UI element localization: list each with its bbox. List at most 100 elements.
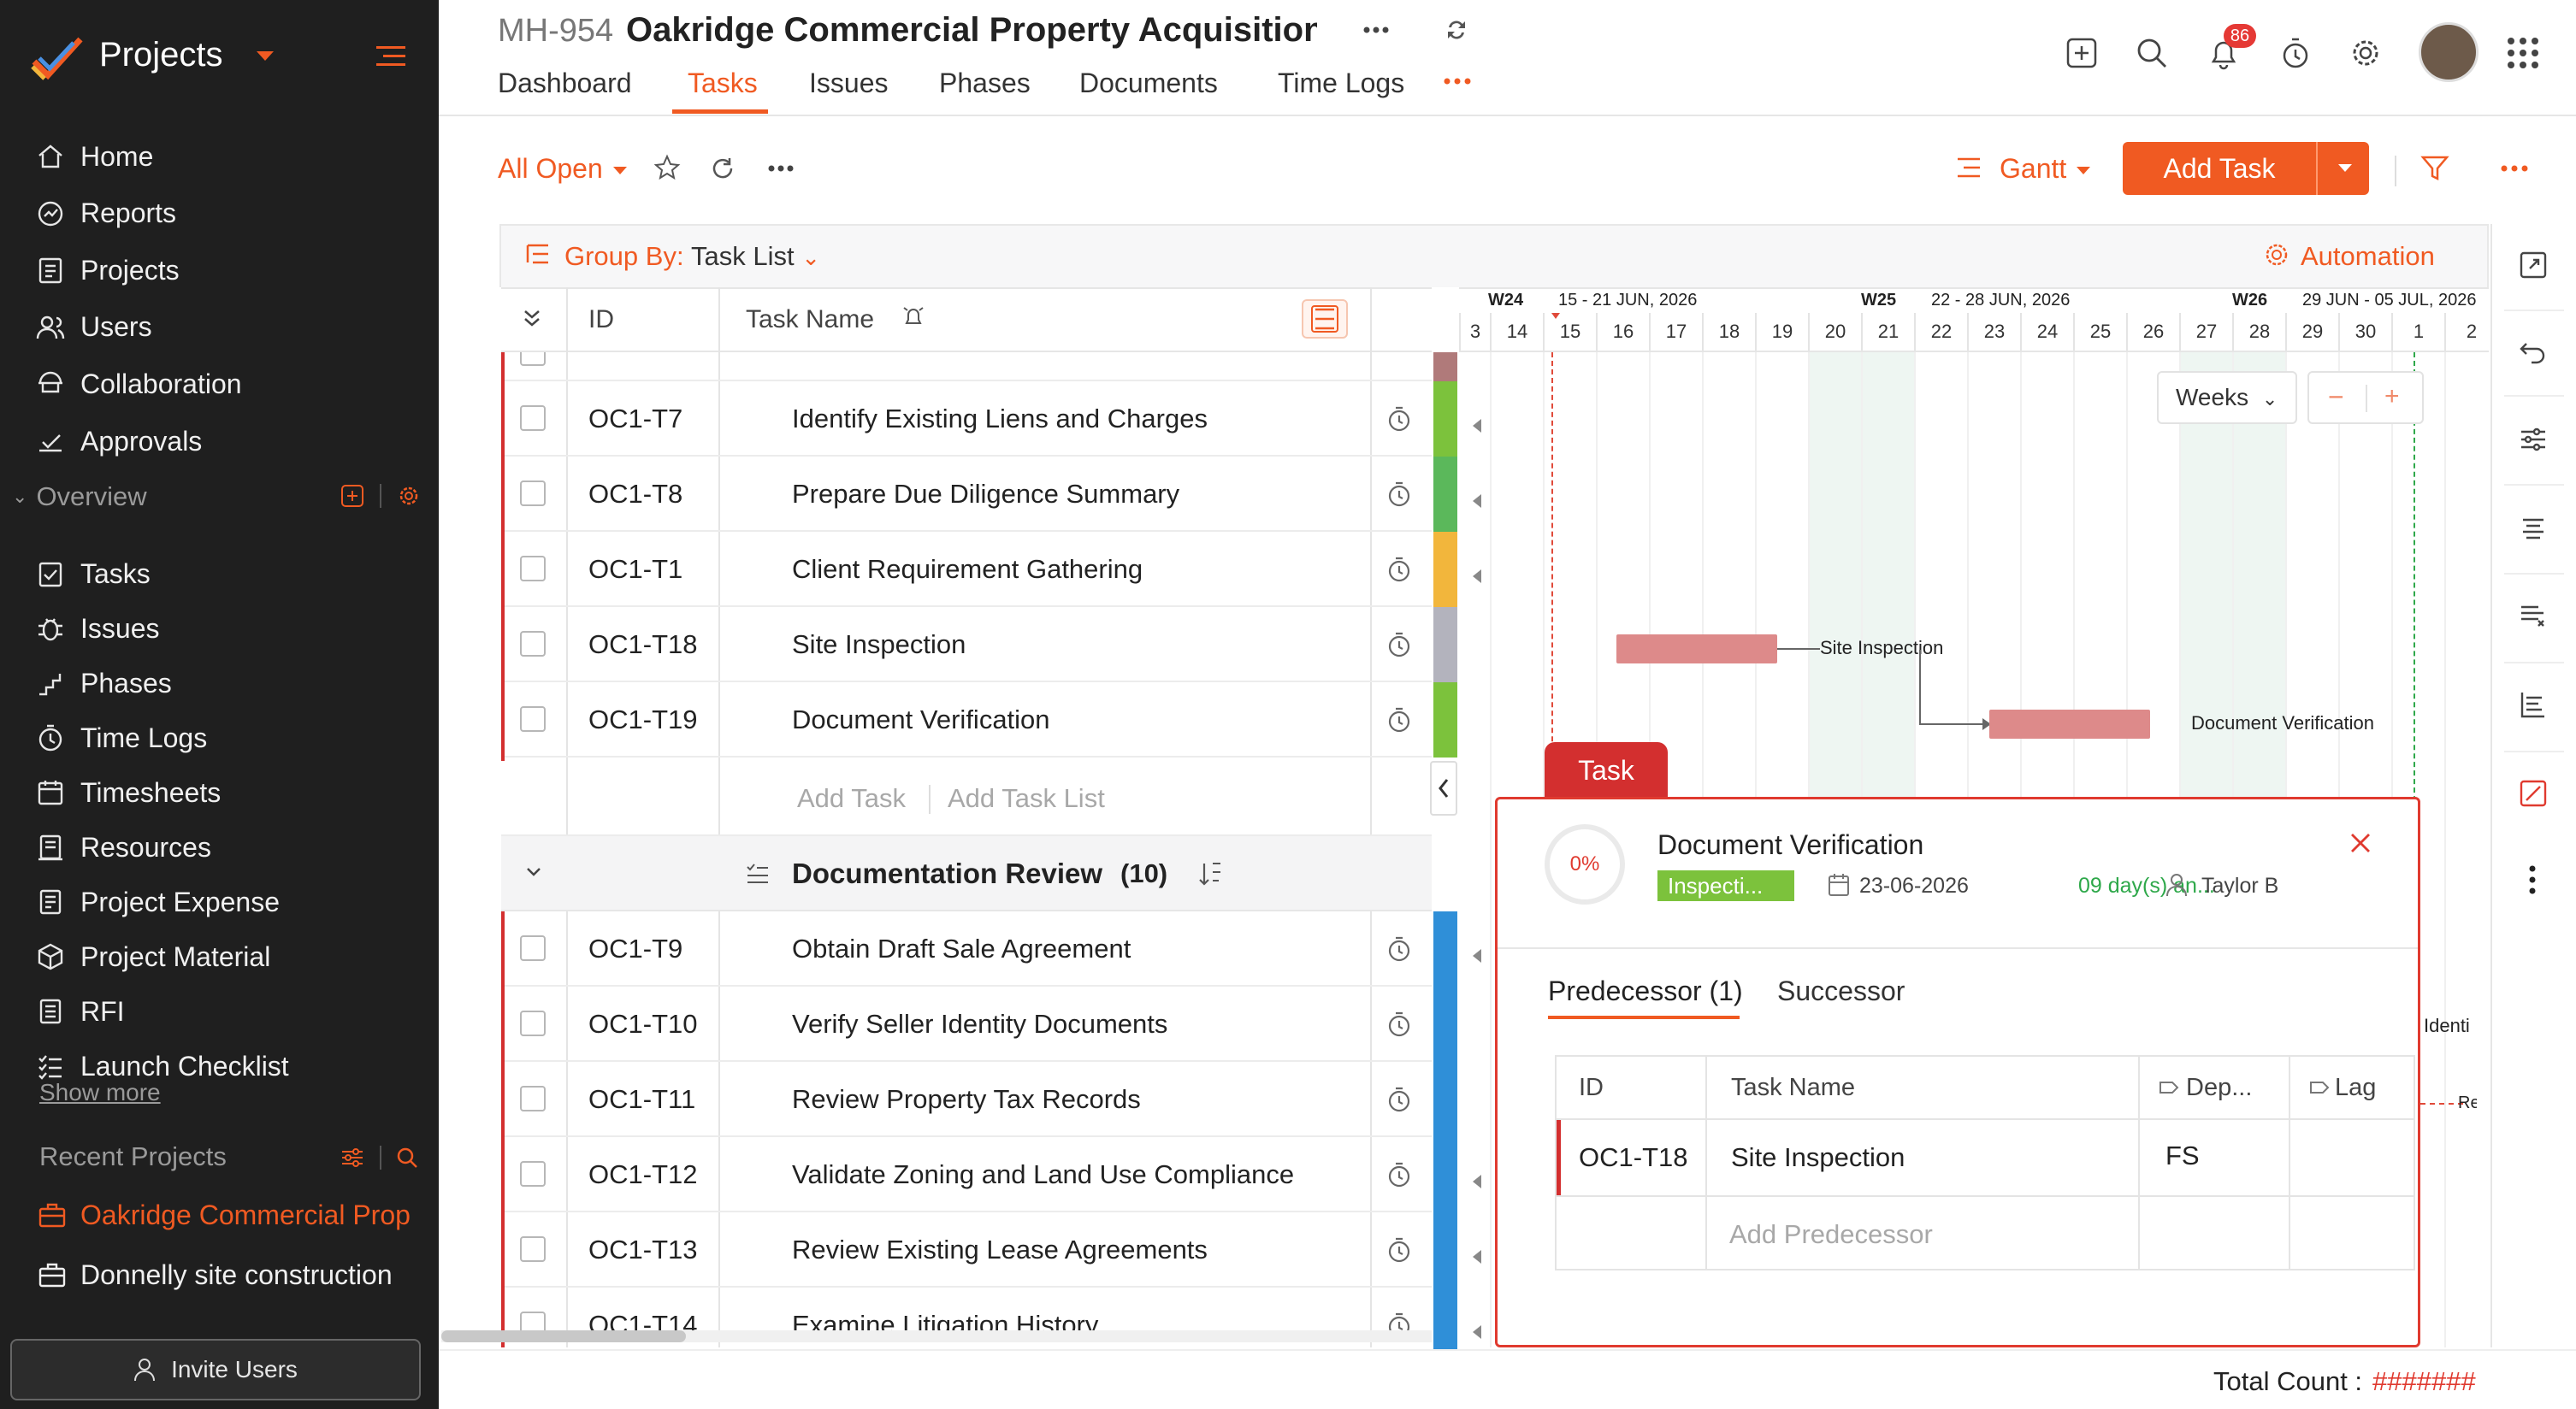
switch-project-icon[interactable] [1444,17,1469,43]
recent-project-item[interactable]: Donnelly site construction [38,1253,414,1296]
task-id[interactable]: OC1-T1 [588,554,683,584]
baseline-icon[interactable] [2518,600,2549,631]
start-timer-icon[interactable] [1385,935,1413,963]
collapse-grid-handle[interactable] [1430,761,1457,816]
overview-settings-gear-icon[interactable] [397,484,421,508]
row-checkbox[interactable] [520,1086,546,1111]
sidebar-app-title[interactable]: Projects [99,36,223,74]
settings-gear-icon[interactable] [2347,34,2384,72]
table-row[interactable]: OC1-T9 Obtain Draft Sale Agreement [501,911,1432,987]
row-checkbox[interactable] [520,556,546,581]
critical-path-icon[interactable] [2518,778,2549,809]
task-name[interactable]: Client Requirement Gathering [792,554,1143,584]
start-timer-icon[interactable] [1385,706,1413,734]
task-name[interactable]: Review Existing Lease Agreements [792,1235,1208,1265]
row-checkbox[interactable] [520,935,546,961]
start-timer-icon[interactable] [1385,1011,1413,1038]
zoom-out-icon[interactable]: − [2328,381,2344,412]
table-row[interactable]: OC1-T7 Identify Existing Liens and Charge… [501,381,1432,457]
close-popup-icon[interactable] [2347,829,2374,857]
table-row[interactable]: OC1-T8 Prepare Due Diligence Summary [501,457,1432,532]
scroll-to-task-arrow-icon[interactable] [1473,494,1481,508]
task-name[interactable]: Obtain Draft Sale Agreement [792,934,1131,964]
table-row[interactable]: OC1-T1 Client Requirement Gathering [501,532,1432,607]
recent-project-item[interactable]: Oakridge Commercial Prop [38,1194,414,1236]
add-predecessor-link[interactable]: Add Predecessor [1729,1219,1933,1249]
task-id[interactable]: OC1-T7 [588,404,683,433]
sidebar-item-phases[interactable]: Phases [36,662,172,704]
show-more-link[interactable]: Show more [39,1079,161,1105]
user-avatar[interactable] [2419,22,2479,82]
expand-view-icon[interactable] [2518,250,2549,280]
task-name[interactable]: Document Verification [792,704,1050,734]
sidebar-item-collaboration[interactable]: Collaboration [36,363,242,405]
zoom-in-icon[interactable]: + [2384,382,2400,410]
task-id[interactable]: OC1-T19 [588,704,698,734]
filter-sliders-icon[interactable] [340,1146,364,1170]
scroll-to-task-arrow-icon[interactable] [1473,569,1481,583]
popup-task-title[interactable]: Document Verification [1657,829,1924,860]
task-name[interactable]: Validate Zoning and Land Use Compliance [792,1159,1295,1189]
invite-users-button[interactable]: Invite Users [10,1339,421,1400]
scroll-to-task-arrow-icon[interactable] [1473,419,1481,433]
start-timer-icon[interactable] [1385,631,1413,658]
task-name[interactable]: Review Property Tax Records [792,1084,1141,1114]
apps-grid-icon[interactable] [2506,36,2544,74]
tab-tasks[interactable]: Tasks [688,68,758,98]
task-id[interactable]: OC1-T8 [588,479,683,509]
column-settings-icon[interactable] [1302,299,1348,339]
row-checkbox[interactable] [520,1011,546,1036]
row-checkbox[interactable] [520,631,546,657]
row-checkbox[interactable] [520,706,546,732]
task-id[interactable]: OC1-T11 [588,1084,696,1114]
row-checkbox[interactable] [520,405,546,431]
sidebar-item-reports[interactable]: Reports [36,192,176,235]
sidebar-item-issues[interactable]: Issues [36,607,159,650]
overview-section-toggle[interactable]: ⌄ Overview [12,477,147,516]
pred-row-task-name[interactable]: Site Inspection [1731,1142,1905,1172]
sidebar-item-launch-checklist[interactable]: Launch Checklist [36,1045,289,1088]
add-overview-icon[interactable] [340,484,364,508]
sidebar-item-home[interactable]: Home [36,135,153,178]
collapse-all-chevron-icon[interactable] [520,306,544,330]
add-task-dropdown-icon[interactable] [2338,164,2352,172]
start-timer-icon[interactable] [1385,405,1413,433]
pred-row-id[interactable]: OC1-T18 [1579,1142,1688,1172]
sidebar-item-approvals[interactable]: Approvals [36,420,202,463]
start-timer-icon[interactable] [1385,1086,1413,1113]
task-start-date[interactable]: 23-06-2026 [1859,874,1969,898]
group-by-dropdown[interactable]: Task List ⌄ [691,239,820,274]
sidebar-item-projects[interactable]: Projects [36,249,180,292]
add-task-list-link[interactable]: Add Task List [948,783,1105,813]
task-list-group-row[interactable]: Documentation Review (10) [501,836,1432,911]
table-row[interactable]: OC1-T12 Validate Zoning and Land Use Comp… [501,1137,1432,1212]
refresh-icon[interactable] [710,156,736,181]
scroll-to-task-arrow-icon[interactable] [1473,949,1481,963]
sidebar-item-time-logs[interactable]: Time Logs [36,716,207,759]
table-row[interactable]: OC1-T19 Document Verification [501,682,1432,758]
table-row[interactable]: OC1-T10 Verify Seller Identity Documents [501,987,1432,1062]
task-name[interactable]: Verify Seller Identity Documents [792,1009,1168,1039]
gantt-bar-site-inspection[interactable] [1616,634,1777,663]
task-id[interactable]: OC1-T9 [588,934,683,964]
row-checkbox[interactable] [520,480,546,506]
filter-funnel-icon[interactable] [2420,154,2449,183]
sidebar-item-users[interactable]: Users [36,306,152,349]
view-filter-dropdown[interactable]: All Open [498,150,627,186]
undo-icon[interactable] [2518,335,2549,366]
project-more-icon[interactable] [1363,26,1389,34]
favorite-star-icon[interactable] [653,154,681,181]
task-id[interactable]: OC1-T10 [588,1009,698,1039]
more-tabs-icon[interactable] [1444,77,1471,85]
tab-dashboard[interactable]: Dashboard [498,68,632,98]
notifications-bell-icon[interactable] [2205,34,2242,72]
task-owner[interactable]: Taylor B [2201,874,2279,898]
rail-more-icon[interactable] [2528,865,2537,894]
tab-time-logs[interactable]: Time Logs [1278,68,1405,98]
sidebar-item-project-material[interactable]: Project Material [36,935,270,978]
sort-icon[interactable] [1197,860,1223,887]
task-id[interactable]: OC1-T13 [588,1235,698,1265]
task-name[interactable]: Prepare Due Diligence Summary [792,479,1180,509]
task-name[interactable]: Identify Existing Liens and Charges [792,404,1208,433]
task-id[interactable]: OC1-T18 [588,629,698,659]
